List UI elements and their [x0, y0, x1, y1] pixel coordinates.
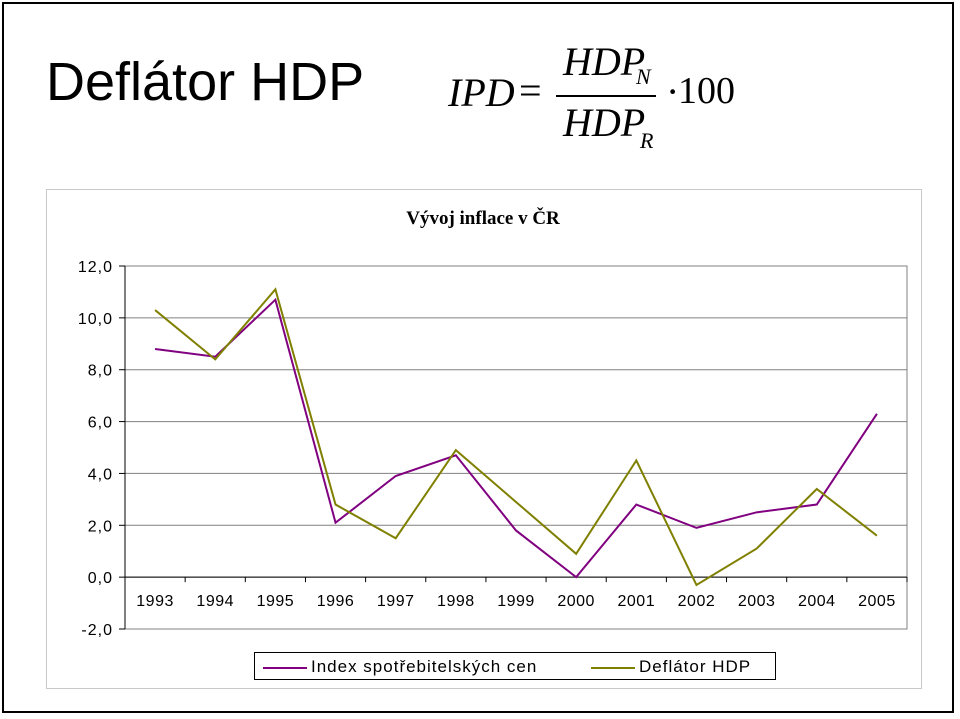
formula-lhs: IPD — [448, 70, 515, 115]
x-tick-label: 1998 — [437, 593, 475, 610]
y-tick-label: 0,0 — [88, 570, 113, 587]
y-tick-label: 10,0 — [78, 311, 113, 328]
x-tick-label: 1995 — [257, 593, 295, 610]
legend-swatch-deflator — [591, 667, 635, 669]
y-tick-label: 12,0 — [78, 259, 113, 276]
chart-area-border — [46, 189, 922, 689]
y-tick-label: 8,0 — [88, 363, 113, 380]
x-tick-label: 2004 — [798, 593, 836, 610]
x-tick-label: 1997 — [377, 593, 415, 610]
legend-swatch-cpi — [263, 667, 307, 669]
legend-label-cpi: Index spotřebitelských cen — [311, 657, 538, 676]
x-tick-label: 1999 — [497, 593, 535, 610]
x-tick-label: 2001 — [618, 593, 656, 610]
formula-fraction-bar — [556, 95, 656, 97]
y-tick-label: 6,0 — [88, 415, 113, 432]
formula-equals: = — [519, 68, 542, 113]
chart-title: Vývoj inflace v ČR — [406, 207, 560, 229]
chart-legend: Index spotřebitelských cen Deflátor HDP — [254, 652, 776, 680]
x-tick-label: 1994 — [196, 593, 234, 610]
slide-title: Deflátor HDP — [46, 52, 365, 112]
formula-denominator: HDP — [563, 100, 646, 145]
plot-area — [124, 265, 908, 630]
y-tick-label: 4,0 — [88, 466, 113, 483]
x-tick-label: 2002 — [678, 593, 716, 610]
x-tick-label: 1996 — [317, 593, 355, 610]
legend-label-deflator: Deflátor HDP — [639, 657, 752, 676]
formula-dot: · — [666, 69, 680, 114]
x-tick-label: 2003 — [738, 593, 776, 610]
formula-denominator-subscript: R — [640, 128, 654, 153]
x-tick-label: 2005 — [858, 593, 896, 610]
x-tick-label: 1993 — [136, 593, 174, 610]
y-tick-label: 2,0 — [88, 518, 113, 535]
x-tick-label: 2000 — [557, 593, 595, 610]
y-tick-label: -2,0 — [81, 622, 113, 639]
series-line-deflator — [154, 287, 878, 587]
formula-factor: 100 — [678, 70, 735, 112]
formula-numerator: HDP — [563, 39, 646, 84]
formula-numerator-subscript: N — [636, 64, 651, 89]
